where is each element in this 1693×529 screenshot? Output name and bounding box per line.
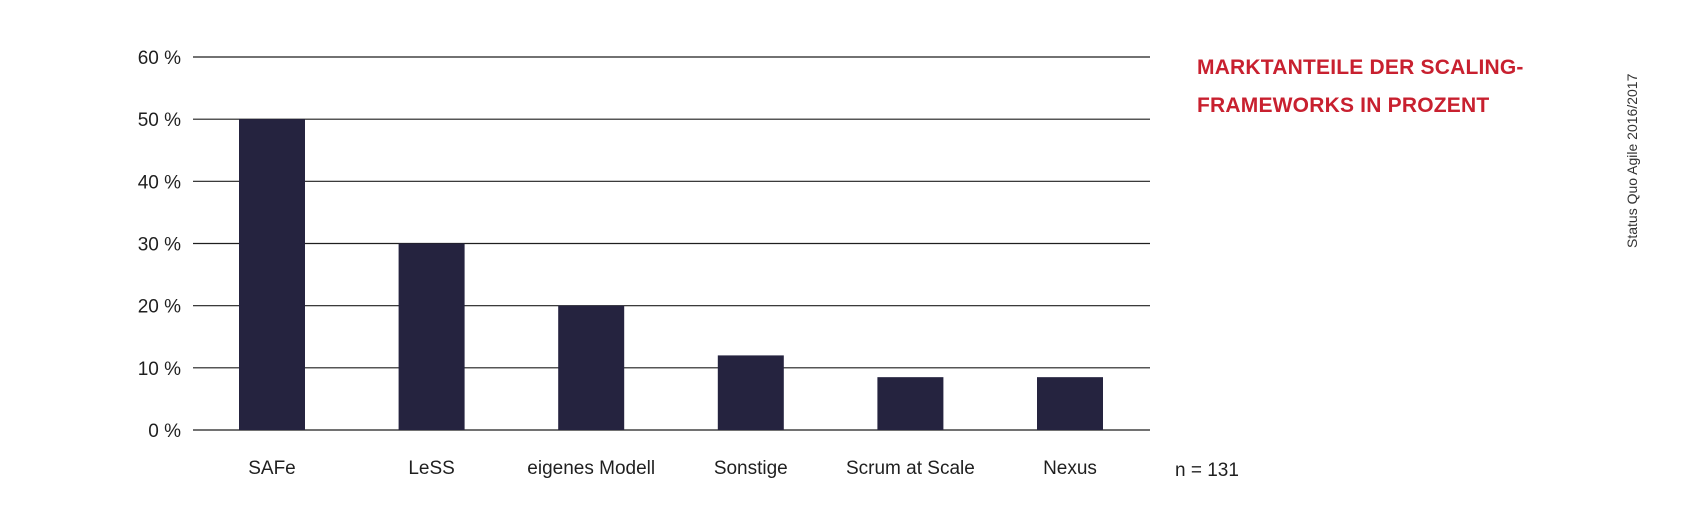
bar [877,377,944,430]
x-tick-label: SAFe [248,458,296,479]
x-tick-label: Nexus [1043,458,1097,479]
x-tick-label: eigenes Modell [527,458,655,479]
bar [1037,377,1103,430]
bar [398,243,465,430]
bar [717,355,784,430]
source-label: Status Quo Agile 2016/2017 [1624,73,1640,248]
sample-size-note: n = 131 [1175,460,1239,481]
y-tick-label: 50 % [138,110,181,131]
x-axis-labels: SAFe LeSS eigenes Modell Sonstige Scrum at S… [248,458,1097,479]
bar [558,305,625,430]
x-tick-label: LeSS [408,458,454,479]
y-axis-labels: 0 % 10 % 20 % 30 % 40 % 50 % 60 % [138,48,181,442]
gridlines [193,56,1150,431]
y-tick-label: 30 % [138,235,181,256]
y-tick-label: 0 % [148,421,181,442]
y-tick-label: 40 % [138,172,181,193]
x-tick-label: Sonstige [714,458,788,479]
x-tick-label: Scrum at Scale [846,458,975,479]
chart-title-line-1: MARKTANTEILE DER SCALING- [1197,56,1524,79]
y-tick-label: 60 % [138,48,181,69]
bars [239,119,1103,431]
bar [239,119,305,431]
y-tick-label: 20 % [138,297,181,318]
chart-title-line-2: FRAMEWORKS IN PROZENT [1197,94,1490,117]
y-tick-label: 10 % [138,359,181,380]
